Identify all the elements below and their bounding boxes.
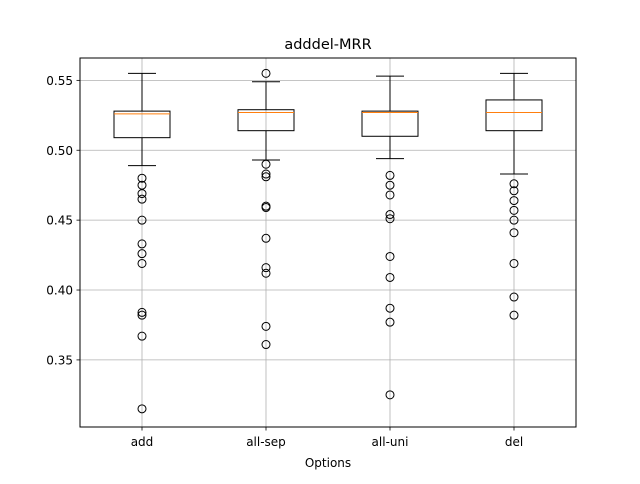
outlier-point [261,159,271,169]
outlier-point [261,172,271,182]
box-layer [113,68,543,414]
y-tick-label: 0.50 [46,144,73,158]
y-tick-label: 0.45 [46,214,73,228]
outlier-point [509,258,519,268]
outlier-point [509,186,519,196]
outlier-point [509,179,519,189]
x-tick-label: all-uni [372,435,409,449]
outlier-point [261,340,271,350]
outlier-point [509,310,519,320]
grid-layer [80,58,576,427]
outlier-point [385,210,395,220]
x-axis-label: Options [305,456,351,470]
box-iqr [361,110,419,137]
outlier-point [137,404,147,414]
outlier-point [261,68,271,78]
box-group-all-sep [237,68,295,350]
box-iqr [113,110,171,139]
outlier-point [385,317,395,327]
outlier-point [509,196,519,206]
y-tick-label: 0.55 [46,74,73,88]
outlier-point [385,214,395,224]
outlier-point [137,331,147,341]
outlier-point [137,249,147,259]
box-group-all-uni [361,75,419,400]
outlier-point [261,169,271,179]
outlier-point [385,390,395,400]
outlier-point [509,215,519,225]
axes-frame [79,57,577,428]
outlier-point [137,189,147,199]
outlier-point [385,272,395,282]
outlier-point [385,190,395,200]
box-group-add [113,72,171,414]
outlier-point [137,194,147,204]
y-tick-label: 0.35 [46,353,73,367]
x-tick-label: del [505,435,523,449]
tick-layer: 0.35 0.40 0.45 0.50 0.55 add all-sep all-uni del [46,74,523,449]
outlier-point [509,205,519,215]
outlier-point [137,307,147,317]
outlier-point [509,292,519,302]
box-iqr [485,99,543,132]
outlier-point [385,180,395,190]
outlier-point [385,170,395,180]
outlier-point [137,239,147,249]
outlier-point [509,228,519,238]
outlier-point [137,310,147,320]
outlier-point [385,303,395,313]
outlier-point [137,215,147,225]
x-tick-label: add [131,435,154,449]
outlier-point [385,251,395,261]
y-tick-label: 0.40 [46,284,73,298]
x-tick-label: all-sep [246,435,286,449]
outlier-point [137,258,147,268]
outlier-point [137,173,147,183]
box-group-del [485,72,543,320]
outlier-point [261,203,271,213]
chart-title: adddel-MRR [284,37,371,53]
outlier-point [261,233,271,243]
outlier-point [261,321,271,331]
box-iqr [237,109,295,132]
outlier-point [261,268,271,278]
outlier-point [261,263,271,273]
